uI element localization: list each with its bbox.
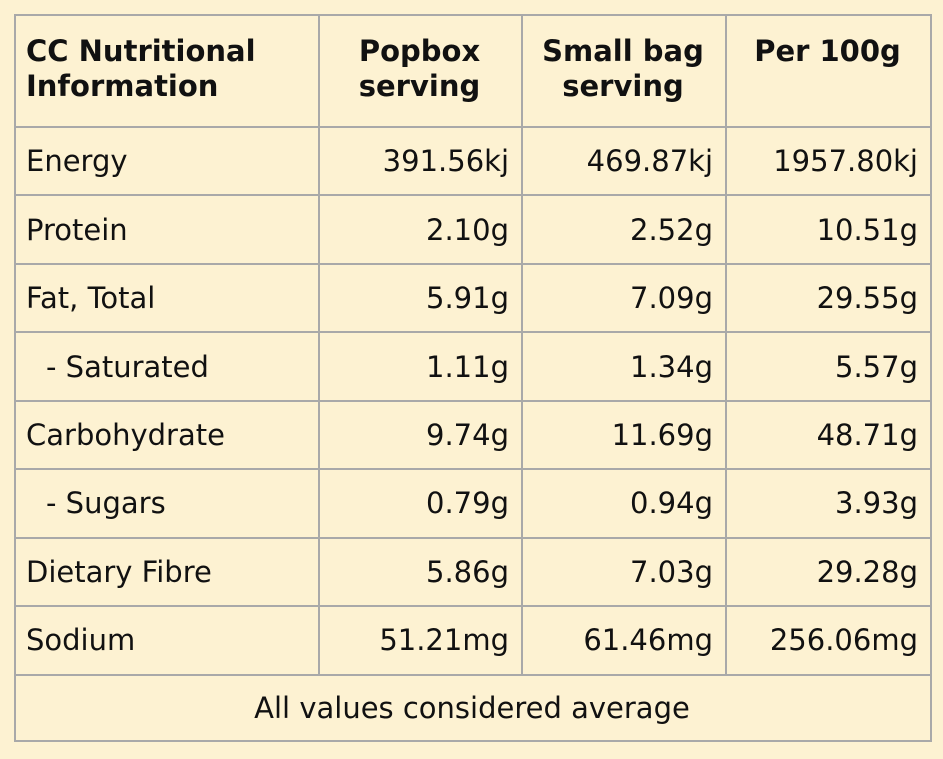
header-title: CC Nutritional Information	[14, 14, 320, 128]
table-row: Protein 2.10g 2.52g 10.51g	[14, 194, 932, 265]
popbox-value: 1.11g	[318, 331, 523, 402]
small-bag-value: 1.34g	[521, 331, 727, 402]
per-100g-value: 10.51g	[725, 194, 932, 265]
small-bag-value: 11.69g	[521, 399, 727, 471]
row-label: Sodium	[14, 605, 320, 676]
small-bag-value: 0.94g	[521, 468, 727, 539]
popbox-value: 51.21mg	[318, 605, 523, 676]
row-label: - Sugars	[14, 468, 320, 539]
header-row: CC Nutritional Information Popbox servin…	[14, 14, 932, 128]
table-row: Carbohydrate 9.74g 11.69g 48.71g	[14, 399, 932, 471]
small-bag-value: 7.03g	[521, 536, 727, 608]
header-small-bag-serving: Small bag serving	[521, 14, 727, 128]
per-100g-value: 1957.80kj	[725, 125, 932, 197]
small-bag-value: 7.09g	[521, 262, 727, 334]
row-label: Fat, Total	[14, 262, 320, 334]
popbox-value: 5.91g	[318, 262, 523, 334]
table-row: Fat, Total 5.91g 7.09g 29.55g	[14, 262, 932, 334]
popbox-value: 391.56kj	[318, 125, 523, 197]
table-row: - Sugars 0.79g 0.94g 3.93g	[14, 468, 932, 539]
nutrition-table-container: CC Nutritional Information Popbox servin…	[14, 14, 932, 742]
popbox-value: 2.10g	[318, 194, 523, 265]
per-100g-value: 29.55g	[725, 262, 932, 334]
per-100g-value: 256.06mg	[725, 605, 932, 676]
row-label: Carbohydrate	[14, 399, 320, 471]
row-label: Energy	[14, 125, 320, 197]
table-row: - Saturated 1.11g 1.34g 5.57g	[14, 331, 932, 402]
popbox-value: 0.79g	[318, 468, 523, 539]
per-100g-value: 5.57g	[725, 331, 932, 402]
footer-row: All values considered average	[14, 673, 932, 742]
small-bag-value: 2.52g	[521, 194, 727, 265]
per-100g-value: 3.93g	[725, 468, 932, 539]
nutrition-table: CC Nutritional Information Popbox servin…	[14, 14, 932, 742]
table-row: Energy 391.56kj 469.87kj 1957.80kj	[14, 125, 932, 197]
header-popbox-serving: Popbox serving	[318, 14, 523, 128]
per-100g-value: 48.71g	[725, 399, 932, 471]
small-bag-value: 61.46mg	[521, 605, 727, 676]
row-label: Dietary Fibre	[14, 536, 320, 608]
per-100g-value: 29.28g	[725, 536, 932, 608]
table-row: Sodium 51.21mg 61.46mg 256.06mg	[14, 605, 932, 676]
header-per-100g: Per 100g	[725, 14, 932, 128]
small-bag-value: 469.87kj	[521, 125, 727, 197]
popbox-value: 9.74g	[318, 399, 523, 471]
popbox-value: 5.86g	[318, 536, 523, 608]
row-label: - Saturated	[14, 331, 320, 402]
table-row: Dietary Fibre 5.86g 7.03g 29.28g	[14, 536, 932, 608]
footer-note: All values considered average	[14, 673, 932, 742]
row-label: Protein	[14, 194, 320, 265]
